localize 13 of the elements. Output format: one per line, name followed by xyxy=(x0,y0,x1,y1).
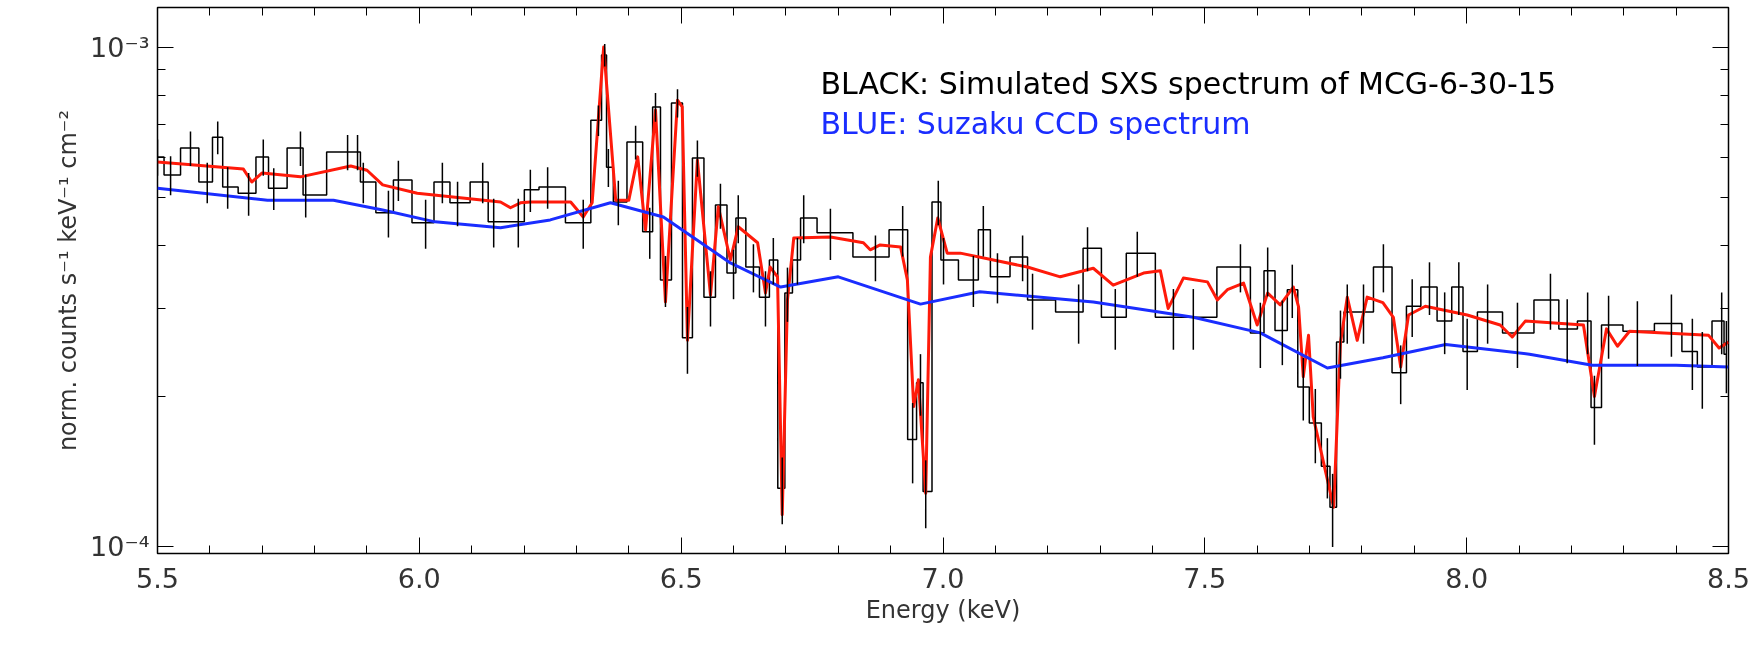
x-tick-label: 8.0 xyxy=(1445,562,1489,594)
x-axis-title: Energy (keV) xyxy=(865,595,1021,624)
y-tick-label: 10⁻⁴ xyxy=(90,531,150,563)
text: BLACK: Simulated SXS spectrum of MCG-6-30-15 xyxy=(820,66,1556,101)
x-tick-label: 7.5 xyxy=(1183,562,1227,594)
y-tick-label: 10⁻³ xyxy=(90,31,150,63)
text: 6.0 xyxy=(397,562,441,594)
x-tick-label: 6.5 xyxy=(659,562,703,594)
text: BLUE: Suzaku CCD spectrum xyxy=(820,106,1251,141)
y-axis-title: norm. counts s⁻¹ keV⁻¹ cm⁻² xyxy=(54,109,83,452)
x-tick-label: 5.5 xyxy=(136,562,179,594)
x-tick-label: 7.0 xyxy=(921,562,965,594)
x-tick-label: 8.5 xyxy=(1707,562,1750,594)
